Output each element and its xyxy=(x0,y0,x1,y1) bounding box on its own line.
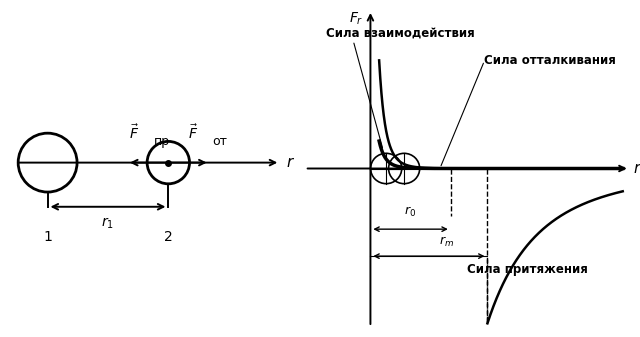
Text: $r_1$: $r_1$ xyxy=(102,216,115,231)
Text: пр: пр xyxy=(154,135,170,148)
Text: $r_m$: $r_m$ xyxy=(438,235,454,249)
Text: от: от xyxy=(212,135,227,148)
Text: 1: 1 xyxy=(43,230,52,244)
Text: $r_0$: $r_0$ xyxy=(404,205,417,219)
Text: Сила отталкивания: Сила отталкивания xyxy=(484,54,616,67)
Text: $r$: $r$ xyxy=(633,161,640,176)
Text: $\vec{F}$: $\vec{F}$ xyxy=(129,123,139,142)
Text: $\vec{F}$: $\vec{F}$ xyxy=(188,123,198,142)
Text: Сила взаимодействия: Сила взаимодействия xyxy=(326,27,474,40)
Text: $r$: $r$ xyxy=(286,155,295,170)
Text: $F_r$: $F_r$ xyxy=(349,10,364,27)
Text: 2: 2 xyxy=(164,230,173,244)
Text: Сила притяжения: Сила притяжения xyxy=(467,263,588,276)
